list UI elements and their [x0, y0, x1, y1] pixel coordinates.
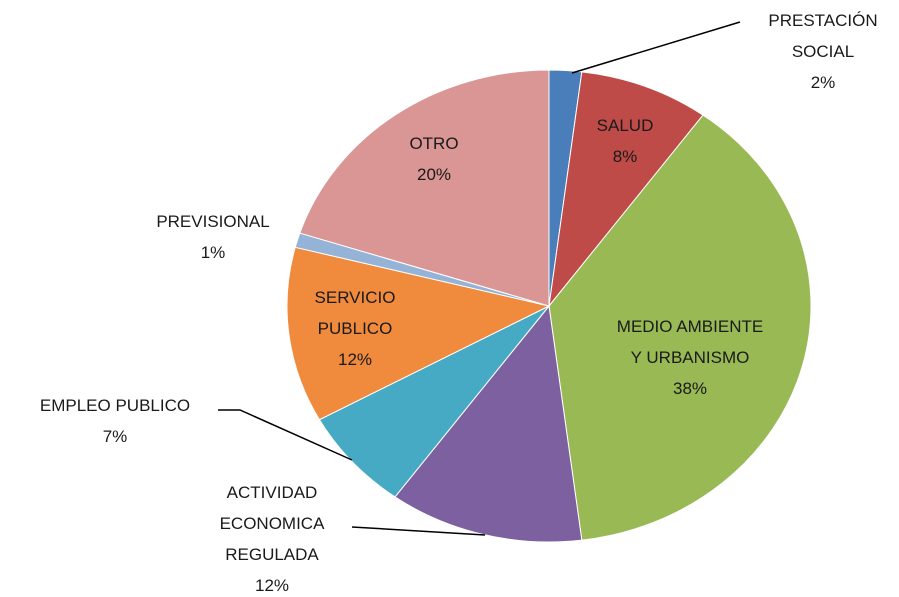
value-label: 2%	[810, 73, 836, 92]
category-label: SALUD	[596, 116, 654, 135]
category-label: PRESTACIÓN SOCIAL	[768, 11, 878, 61]
leader-line	[351, 526, 486, 536]
value-label: 20%	[416, 165, 452, 184]
value-label: 7%	[102, 427, 128, 446]
category-label: EMPLEO PUBLICO	[39, 396, 191, 415]
value-label: 8%	[612, 147, 638, 166]
value-label: 38%	[672, 379, 708, 398]
slice-label: MEDIO AMBIENTE Y URBANISMO 38%	[610, 311, 770, 404]
leader-line	[218, 409, 353, 461]
pie-slice	[299, 69, 550, 307]
slice-label: PREVISIONAL 1%	[133, 206, 293, 268]
pie-slice	[318, 305, 550, 498]
slice-label: SERVICIO PUBLICO 12%	[300, 282, 410, 375]
pie-slice	[286, 246, 551, 421]
slice-label: PRESTACIÓN SOCIAL 2%	[758, 5, 888, 98]
slice-label: ACTIVIDAD ECONOMICA REGULADA 12%	[212, 477, 332, 597]
category-label: SERVICIO PUBLICO	[314, 288, 396, 338]
category-label: OTRO	[409, 134, 459, 153]
leader-line	[571, 21, 741, 74]
pie-slice	[548, 114, 812, 541]
slice-label: EMPLEO PUBLICO 7%	[5, 390, 225, 452]
slice-label: OTRO 20%	[384, 128, 484, 190]
value-label: 12%	[254, 576, 290, 595]
pie-slice	[548, 71, 704, 308]
category-label: MEDIO AMBIENTE Y URBANISMO	[616, 317, 764, 367]
category-label: ACTIVIDAD ECONOMICA REGULADA	[219, 483, 325, 564]
slice-label: SALUD 8%	[575, 110, 675, 172]
value-label: 1%	[200, 243, 226, 262]
value-label: 12%	[337, 350, 373, 369]
category-label: PREVISIONAL	[156, 212, 270, 231]
